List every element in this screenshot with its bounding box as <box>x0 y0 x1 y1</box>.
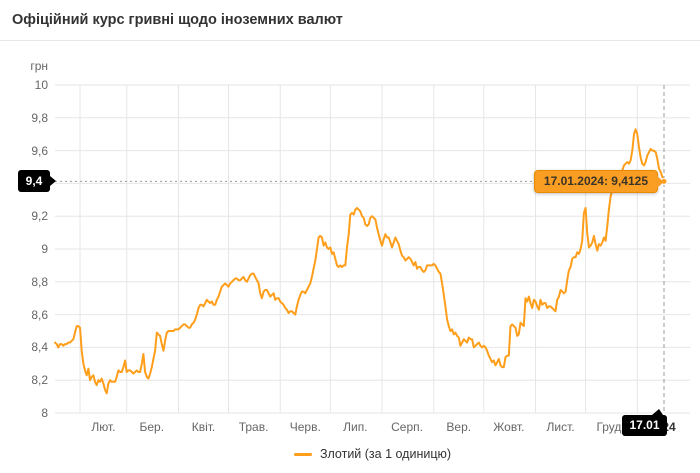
tooltip-text: 17.01.2024: 9,4125 <box>543 174 648 189</box>
crosshair-y-label: 9,4 <box>18 170 56 193</box>
chart-area[interactable]: грн 10 9,8 9,6 9,2 9 8,8 8,6 8,4 8,2 8 Лют. Бер. Кві… <box>0 41 700 473</box>
y-axis-tick-label: 9,8 <box>31 110 48 125</box>
y-axis-tick-label: 8,8 <box>31 274 48 289</box>
crosshair-x-value: 17.01 <box>629 418 660 432</box>
x-axis-month-label: Лип. <box>343 420 368 434</box>
x-axis-month-label: Лют. <box>91 420 116 434</box>
legend-line-icon <box>293 452 312 456</box>
x-axis-month-label: Груд. <box>596 420 625 434</box>
y-axis-tick-label: 10 <box>34 78 48 92</box>
crosshair-y-arrow-icon <box>50 176 56 187</box>
x-axis-month-label: Трав. <box>238 420 269 434</box>
chart-header: Офіційний курс гривні щодо іноземних вал… <box>0 0 700 41</box>
y-axis-tick-label: 8 <box>41 406 48 420</box>
x-axis-month-label: Лист. <box>546 420 575 434</box>
x-axis-month-label: Жовт. <box>493 420 525 434</box>
crosshair-x-arrow-icon <box>652 409 663 415</box>
y-axis-tick-label: 9 <box>41 242 48 256</box>
x-axis-month-label: Серп. <box>391 420 423 434</box>
crosshair-y-value: 9,4 <box>25 174 43 189</box>
legend-item-zloty[interactable]: Злотий (за 1 одиницю) <box>55 444 690 464</box>
y-axis-tick-label: 8,2 <box>31 373 48 388</box>
chart-tooltip: 17.01.2024: 9,4125 <box>533 170 664 194</box>
x-axis-month-label: Черв. <box>289 420 321 434</box>
y-axis-tick-label: 8,4 <box>31 340 48 355</box>
y-axis-tick-label: 9,2 <box>31 209 48 224</box>
x-axis-month-label: Квіт. <box>191 420 216 434</box>
y-axis-unit-label: грн <box>30 59 48 73</box>
x-axis-month-label: Вер. <box>446 420 472 434</box>
series-line-zloty[interactable] <box>54 128 665 395</box>
legend-label: Злотий (за 1 одиницю) <box>319 447 452 461</box>
crosshair-x-label: 17.01 <box>622 409 667 436</box>
tooltip-arrow-icon <box>657 175 664 188</box>
y-axis-tick-label: 8,6 <box>31 307 48 322</box>
y-axis-tick-label: 9,6 <box>31 143 48 158</box>
x-axis-month-label: Бер. <box>139 420 165 434</box>
page-title: Офіційний курс гривні щодо іноземних вал… <box>12 12 343 28</box>
